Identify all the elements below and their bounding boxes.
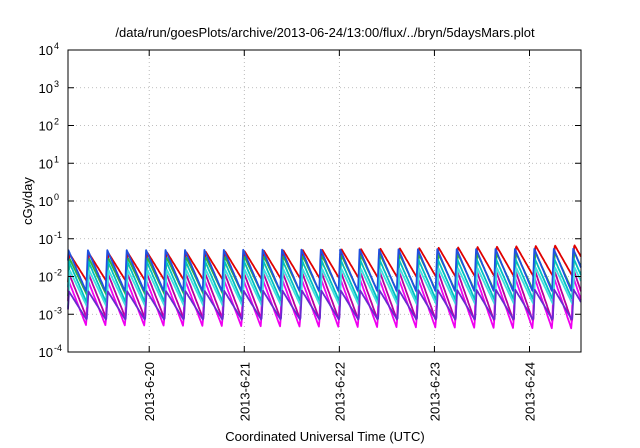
y-tick-label: 104 bbox=[39, 41, 59, 58]
x-axis-label: Coordinated Universal Time (UTC) bbox=[225, 429, 424, 444]
series-group bbox=[67, 244, 582, 330]
y-axis-label: cGy/day bbox=[20, 177, 35, 225]
chart-title: /data/run/goesPlots/archive/2013-06-24/1… bbox=[115, 25, 535, 40]
y-tick-label: 103 bbox=[39, 79, 59, 96]
y-tick-label: 100 bbox=[39, 192, 59, 209]
y-tick-label: 101 bbox=[39, 154, 59, 171]
y-tick-label: 10-1 bbox=[39, 230, 62, 247]
x-tick-label: 2013-6-23 bbox=[427, 362, 442, 421]
y-tick-label: 10-4 bbox=[39, 343, 62, 360]
series-line bbox=[67, 288, 582, 321]
x-tick-label: 2013-6-20 bbox=[142, 362, 157, 421]
y-axis: 10-4 10-3 10-2 10-1 100 101 102 103 104 bbox=[39, 41, 581, 360]
y-tick-label: 10-2 bbox=[39, 268, 62, 285]
x-tick-label: 2013-6-24 bbox=[523, 362, 538, 421]
x-axis: 2013-6-20 2013-6-21 2013-6-22 2013-6-23 2013… bbox=[142, 50, 538, 421]
grid bbox=[68, 50, 581, 352]
x-tick-label: 2013-6-21 bbox=[237, 362, 252, 421]
series-line bbox=[67, 247, 582, 292]
y-tick-label: 10-3 bbox=[39, 305, 62, 322]
y-tick-label: 102 bbox=[39, 117, 59, 134]
x-tick-label: 2013-6-22 bbox=[332, 362, 347, 421]
